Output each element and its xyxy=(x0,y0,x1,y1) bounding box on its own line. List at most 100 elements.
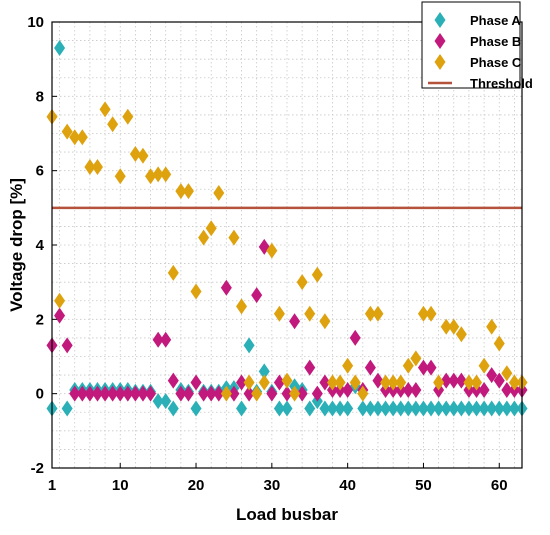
data-point xyxy=(205,385,217,402)
data-point xyxy=(334,400,346,417)
data-point xyxy=(387,374,399,391)
data-point xyxy=(417,400,429,417)
data-point xyxy=(501,381,513,398)
data-point xyxy=(478,400,490,417)
y-tick-label: 8 xyxy=(36,88,44,105)
data-point xyxy=(372,305,384,322)
series-phase-a xyxy=(46,40,528,417)
data-points xyxy=(46,40,528,417)
data-point xyxy=(425,305,437,322)
data-point xyxy=(236,298,248,315)
data-point xyxy=(448,372,460,389)
data-point xyxy=(395,374,407,391)
y-tick-label: 10 xyxy=(27,14,44,31)
data-point xyxy=(425,400,437,417)
data-point xyxy=(281,385,293,402)
data-point xyxy=(486,400,498,417)
y-tick-label: 4 xyxy=(36,237,45,254)
data-point xyxy=(175,385,187,402)
data-point xyxy=(281,372,293,389)
data-point xyxy=(417,359,429,376)
data-point xyxy=(76,129,88,146)
data-point xyxy=(402,400,414,417)
x-tick-label: 10 xyxy=(112,477,129,494)
data-point xyxy=(463,374,475,391)
data-point xyxy=(61,400,73,417)
data-point xyxy=(182,183,194,200)
data-point xyxy=(61,337,73,354)
data-point xyxy=(410,350,422,367)
data-point xyxy=(198,229,210,246)
data-point xyxy=(167,264,179,281)
data-point xyxy=(395,400,407,417)
data-point xyxy=(364,400,376,417)
data-point xyxy=(478,357,490,374)
data-point xyxy=(69,129,81,146)
data-point xyxy=(380,374,392,391)
series-phase-c xyxy=(46,101,528,402)
data-point xyxy=(311,385,323,402)
data-point xyxy=(190,283,202,300)
data-point xyxy=(455,326,467,343)
data-point xyxy=(160,331,172,348)
data-point xyxy=(190,400,202,417)
data-point xyxy=(266,242,278,259)
data-point xyxy=(167,400,179,417)
data-point xyxy=(152,331,164,348)
data-point xyxy=(54,307,66,324)
data-point xyxy=(296,274,308,291)
data-point xyxy=(319,313,331,330)
data-point xyxy=(380,400,392,417)
y-axis-label: Voltage drop [%] xyxy=(7,178,26,312)
data-point xyxy=(266,385,278,402)
data-point xyxy=(349,374,361,391)
data-point xyxy=(145,168,157,185)
data-point xyxy=(114,168,126,185)
data-point xyxy=(273,400,285,417)
legend-label: Threshold xyxy=(470,76,533,91)
y-tick-label: 0 xyxy=(36,386,44,403)
data-point xyxy=(372,372,384,389)
x-tick-label: 60 xyxy=(491,477,508,494)
data-point xyxy=(501,365,513,382)
data-point xyxy=(326,400,338,417)
legend-label: Phase C xyxy=(470,55,522,70)
data-point xyxy=(84,385,96,402)
data-point xyxy=(319,400,331,417)
data-point xyxy=(258,363,270,380)
data-point xyxy=(387,400,399,417)
data-point xyxy=(213,385,225,402)
data-point xyxy=(448,400,460,417)
data-point xyxy=(175,183,187,200)
data-point xyxy=(236,400,248,417)
legend-marker xyxy=(434,12,446,28)
data-point xyxy=(91,158,103,175)
data-point xyxy=(190,374,202,391)
data-point xyxy=(160,393,172,410)
y-tick-label: 6 xyxy=(36,163,44,180)
data-point xyxy=(448,318,460,335)
data-point xyxy=(304,305,316,322)
data-point xyxy=(410,400,422,417)
data-point xyxy=(433,400,445,417)
data-point xyxy=(54,292,66,309)
data-point xyxy=(129,145,141,162)
data-point xyxy=(160,166,172,183)
data-point xyxy=(486,318,498,335)
data-point xyxy=(281,400,293,417)
data-point xyxy=(493,335,505,352)
data-point xyxy=(91,385,103,402)
ticks: 1 10 20 30 40 50 60 -2 0 2 4 6 8 10 xyxy=(27,14,507,494)
data-point xyxy=(167,372,179,389)
data-point xyxy=(455,400,467,417)
data-point xyxy=(402,381,414,398)
data-point xyxy=(463,400,475,417)
data-point xyxy=(508,400,520,417)
x-axis-label: Load busbar xyxy=(236,505,338,524)
data-point xyxy=(410,381,422,398)
legend-label: Phase A xyxy=(470,13,521,28)
data-point xyxy=(84,158,96,175)
legend-label: Phase B xyxy=(470,34,521,49)
x-tick-label: 1 xyxy=(48,477,56,494)
